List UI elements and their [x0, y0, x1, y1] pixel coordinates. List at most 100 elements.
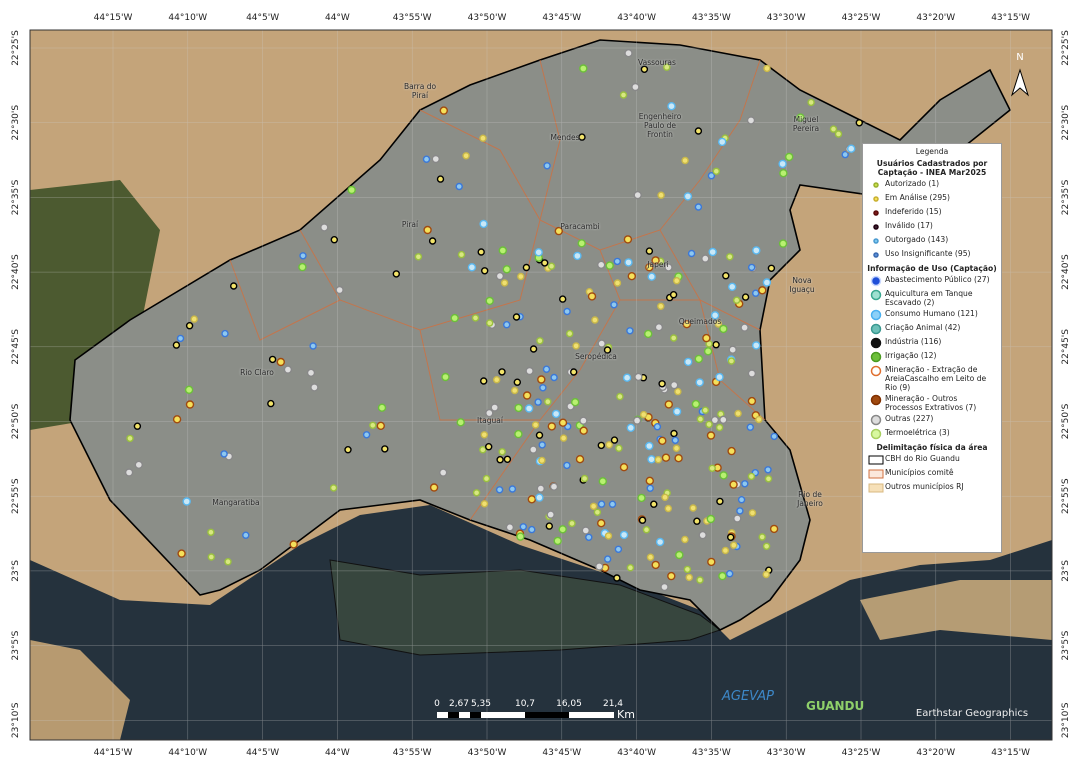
user-point: [591, 316, 599, 324]
user-point: [747, 396, 757, 406]
place-name: Japeri: [647, 260, 669, 269]
user-point: [439, 468, 448, 477]
user-point: [646, 484, 654, 492]
user-point: [719, 415, 728, 424]
user-point: [610, 301, 618, 309]
legend-item: Mineração - Outros Processos Extrativos …: [867, 394, 997, 412]
user-point: [687, 249, 696, 258]
user-point: [675, 550, 684, 560]
user-point: [535, 493, 544, 502]
user-point: [619, 91, 628, 99]
user-point: [309, 342, 317, 350]
graticule-label: 43°15'W: [991, 748, 1030, 758]
user-point: [728, 282, 737, 291]
user-point: [221, 329, 229, 338]
user-point: [626, 327, 634, 335]
north-arrow: [1010, 68, 1030, 97]
user-point: [658, 436, 667, 445]
user-point: [645, 476, 654, 485]
user-point: [242, 531, 250, 539]
user-point: [779, 168, 788, 178]
user-point: [632, 416, 642, 425]
user-point: [691, 399, 701, 409]
user-point: [306, 368, 316, 377]
user-point: [769, 524, 779, 534]
user-point: [705, 420, 713, 429]
user-point: [547, 422, 556, 431]
user-point: [778, 239, 788, 248]
user-point: [579, 426, 588, 435]
legend-symbol-cell: [867, 454, 885, 466]
user-point: [741, 293, 750, 301]
user-point: [428, 237, 437, 245]
legend-symbol: [868, 455, 884, 465]
user-point: [710, 311, 720, 320]
legend-symbol: [873, 252, 879, 258]
legend-symbol: [870, 337, 882, 349]
user-point: [439, 106, 448, 115]
graticule-label: 43°30'W: [767, 13, 806, 23]
user-point: [683, 565, 692, 574]
legend-swatch: [870, 337, 882, 349]
user-point: [740, 323, 749, 332]
legend-symbol: [873, 196, 879, 202]
user-point: [718, 137, 727, 147]
user-point: [667, 571, 676, 581]
user-point: [682, 320, 691, 329]
user-point: [579, 64, 588, 73]
user-point: [770, 432, 778, 441]
user-point: [185, 322, 194, 330]
graticule-label: 43°45'W: [542, 748, 581, 758]
user-point: [674, 387, 682, 396]
graticule-label: 43°40'W: [617, 13, 656, 23]
graticule-label: 43°50'W: [468, 748, 507, 758]
graticule-label: 23°10'S: [11, 702, 21, 738]
graticule-label: 23°5'S: [11, 630, 21, 660]
user-point: [320, 223, 329, 232]
user-point: [570, 368, 578, 376]
forest: [30, 180, 160, 430]
user-point: [664, 263, 673, 272]
legend-label: Criação Animal (42): [885, 323, 961, 332]
user-point: [685, 573, 693, 582]
user-point: [654, 323, 664, 332]
user-point: [598, 477, 607, 486]
user-point: [224, 558, 232, 566]
user-point: [734, 409, 742, 418]
legend-label: Aquicultura em Tanque Escavado (2): [885, 289, 973, 307]
user-point: [718, 571, 727, 581]
user-point: [634, 372, 643, 382]
user-point: [729, 480, 738, 489]
user-point: [529, 445, 538, 454]
legend-item: Abastecimento Público (27): [867, 275, 997, 287]
user-point: [604, 532, 613, 540]
graticule-label: 43°30'W: [767, 748, 806, 758]
user-point: [207, 528, 215, 536]
user-point: [544, 398, 552, 406]
scale-label: 2,67: [449, 699, 469, 709]
graticule-label: 43°25'W: [842, 13, 881, 23]
user-point: [746, 116, 756, 125]
user-point: [650, 500, 658, 508]
user-point: [623, 235, 633, 244]
user-point: [651, 256, 660, 265]
user-point: [807, 98, 815, 107]
scale-label: 10,7: [515, 699, 535, 709]
user-point: [573, 251, 582, 261]
graticule-label: 43°55'W: [393, 748, 432, 758]
user-point: [627, 272, 636, 281]
user-point: [707, 557, 716, 567]
user-point: [604, 555, 612, 563]
user-point: [710, 415, 720, 425]
user-point: [558, 525, 567, 534]
user-point: [482, 474, 491, 483]
user-point: [558, 418, 568, 427]
coast-east: [860, 580, 1052, 640]
legend-section-title: Informação de Uso (Captação): [867, 264, 997, 273]
graticule-lines: [30, 30, 1052, 740]
legend-symbol: [870, 428, 882, 440]
graticule-label: 44°W: [325, 748, 350, 758]
user-point: [503, 321, 511, 329]
user-point: [529, 345, 538, 353]
graticule-label: 44°10'W: [168, 748, 207, 758]
